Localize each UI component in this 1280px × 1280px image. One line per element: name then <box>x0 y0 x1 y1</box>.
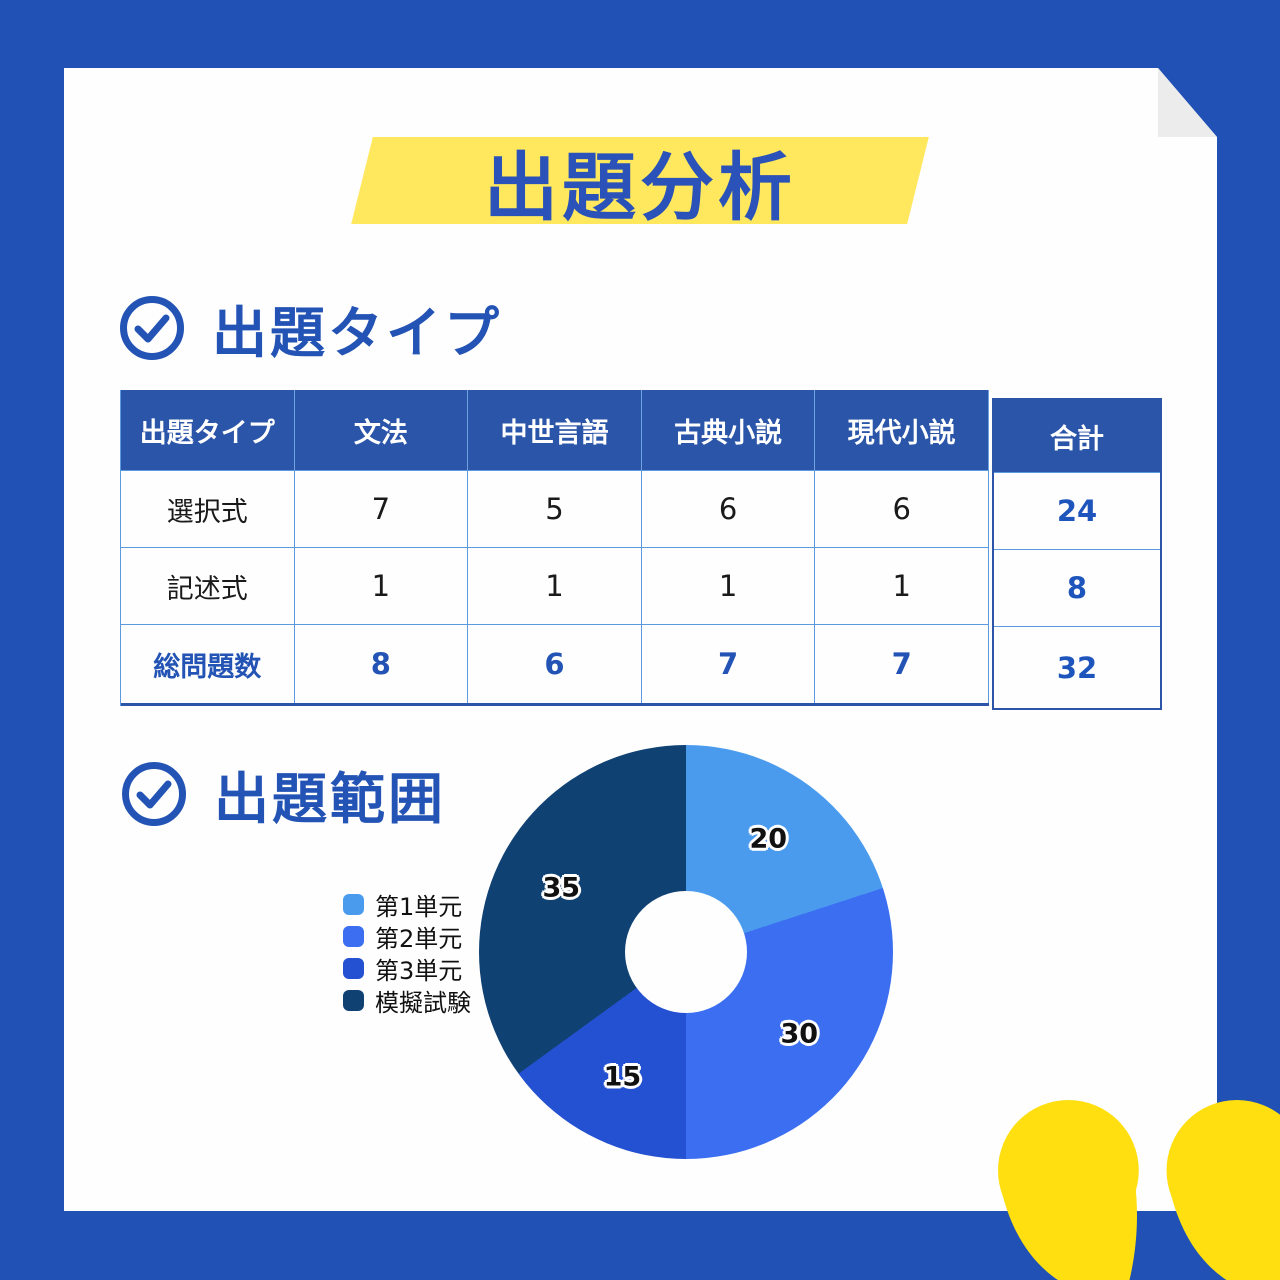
legend-swatch <box>343 989 364 1011</box>
section-title: 出題タイプ <box>212 301 503 365</box>
table-cell: 8 <box>295 625 469 703</box>
total-cell: 32 <box>994 626 1160 708</box>
table-header-row: 出題タイプ 文法 中世言語 古典小説 現代小説 <box>121 390 989 470</box>
check-circle-icon <box>122 762 186 826</box>
question-type-table: 出題タイプ 文法 中世言語 古典小説 現代小説 選択式 7 5 6 6 記述式 … <box>120 390 989 706</box>
closing-quote-icon <box>998 1100 1280 1280</box>
row-label: 記述式 <box>121 548 295 624</box>
chart-legend: 第1単元 第2単元 第3単元 模擬試験 <box>343 893 471 1017</box>
row-label: 総問題数 <box>121 625 295 703</box>
section-question-types: 出題タイプ <box>118 288 502 368</box>
table-header-cell: 古典小説 <box>642 390 816 470</box>
table-header-cell: 文法 <box>295 390 469 470</box>
total-cell: 24 <box>994 472 1160 549</box>
legend-swatch <box>343 925 364 947</box>
legend-item: 模擬試験 <box>343 989 471 1017</box>
table-cell: 1 <box>642 548 816 624</box>
check-circle-icon <box>120 296 184 360</box>
page-title: 出題分析 <box>484 144 796 231</box>
table-header-cell: 中世言語 <box>468 390 642 470</box>
table-cell: 6 <box>642 471 816 547</box>
donut-hole <box>625 891 747 1013</box>
donut-slice-label: 20 <box>749 823 788 855</box>
table-cell: 7 <box>815 625 989 703</box>
table-cell: 6 <box>815 471 989 547</box>
legend-swatch <box>343 957 364 979</box>
table-cell: 1 <box>815 548 989 624</box>
totals-column: 合計 24 8 32 <box>992 398 1162 710</box>
legend-label: 模擬試験 <box>375 988 471 1017</box>
section-title: 出題範囲 <box>214 767 447 831</box>
legend-swatch <box>343 893 364 915</box>
legend-label: 第2単元 <box>375 924 463 953</box>
donut-slice-label: 15 <box>603 1061 642 1093</box>
table-header-cell-total: 合計 <box>994 400 1160 472</box>
section-question-scope: 出題範囲 <box>120 754 446 834</box>
table-header-cell: 出題タイプ <box>121 390 295 470</box>
donut-slice-label: 35 <box>542 872 581 904</box>
total-cell: 8 <box>994 549 1160 626</box>
legend-item: 第2単元 <box>343 925 471 953</box>
legend-label: 第1単元 <box>375 892 463 921</box>
table-row: 選択式 7 5 6 6 <box>121 470 989 547</box>
table-cell: 7 <box>295 471 469 547</box>
table-header-cell: 現代小説 <box>815 390 989 470</box>
table-cell: 7 <box>642 625 816 703</box>
table-row-total: 総問題数 8 6 7 7 <box>121 624 989 706</box>
donut-slice-label: 30 <box>780 1018 819 1050</box>
legend-item: 第3単元 <box>343 957 471 985</box>
donut-chart: 20 30 15 35 <box>479 745 893 1159</box>
table-row: 記述式 1 1 1 1 <box>121 547 989 624</box>
table-cell: 1 <box>295 548 469 624</box>
table-cell: 6 <box>468 625 642 703</box>
table-cell: 1 <box>468 548 642 624</box>
row-label: 選択式 <box>121 471 295 547</box>
legend-label: 第3単元 <box>375 956 463 985</box>
legend-item: 第1単元 <box>343 893 471 921</box>
table-cell: 5 <box>468 471 642 547</box>
